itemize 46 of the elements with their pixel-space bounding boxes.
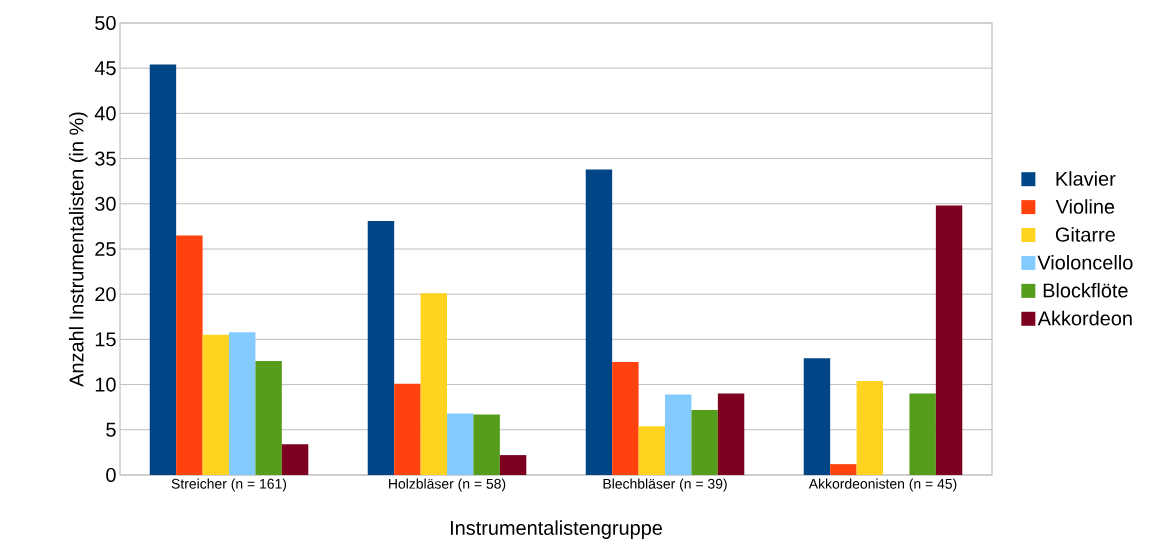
legend-label: Violine — [1055, 199, 1115, 214]
bar — [691, 409, 718, 475]
y-tick-label: 45 — [94, 61, 116, 76]
bar — [229, 332, 256, 475]
bar — [665, 394, 692, 475]
y-tick-label: 10 — [95, 377, 116, 392]
legend-label: Violoncello — [1037, 254, 1133, 270]
bar — [367, 220, 395, 475]
x-tick-label: Streicher (n = 161) — [171, 478, 287, 492]
y-tick-label: 50 — [95, 15, 116, 31]
x-axis-title: Instrumentalistengruppe — [450, 520, 662, 539]
legend-label: Blockflöte — [1043, 282, 1128, 298]
y-tick-label: 0 — [106, 467, 116, 483]
y-tick-label: 30 — [95, 196, 116, 211]
bar — [202, 334, 230, 475]
bar — [612, 361, 639, 475]
bar — [149, 64, 177, 475]
y-tick-label: 5 — [106, 422, 116, 437]
bar — [830, 464, 857, 475]
bar — [585, 169, 613, 475]
bar — [803, 358, 831, 475]
legend-label: Gitarre — [1055, 227, 1115, 242]
y-tick-label: 35 — [95, 151, 116, 166]
bar — [176, 235, 203, 475]
x-tick-label: Blechbläser (n = 39) — [603, 478, 727, 492]
bar — [255, 361, 282, 475]
y-tick-label: 20 — [95, 287, 116, 302]
bar — [935, 205, 963, 475]
bar — [499, 455, 527, 475]
legend-label: Akkordeon — [1037, 310, 1132, 326]
x-tick-label: Akkordeonisten (n = 45) — [808, 478, 957, 492]
bar — [638, 426, 666, 475]
y-axis-title: Anzahl Instrumentalisten (in %) — [68, 112, 88, 387]
x-tick-label: Holzbläser (n = 58) — [389, 478, 506, 492]
bar — [447, 413, 474, 475]
bar — [394, 383, 421, 475]
bar — [473, 414, 500, 475]
y-tick-label: 15 — [95, 332, 116, 347]
bar — [856, 380, 884, 475]
bar — [281, 444, 309, 475]
bar — [420, 293, 448, 475]
bar — [717, 393, 745, 475]
legend-label: Klavier — [1056, 171, 1116, 186]
bar — [909, 393, 936, 475]
y-tick-label: 40 — [94, 106, 116, 121]
y-tick-label: 25 — [95, 241, 116, 257]
